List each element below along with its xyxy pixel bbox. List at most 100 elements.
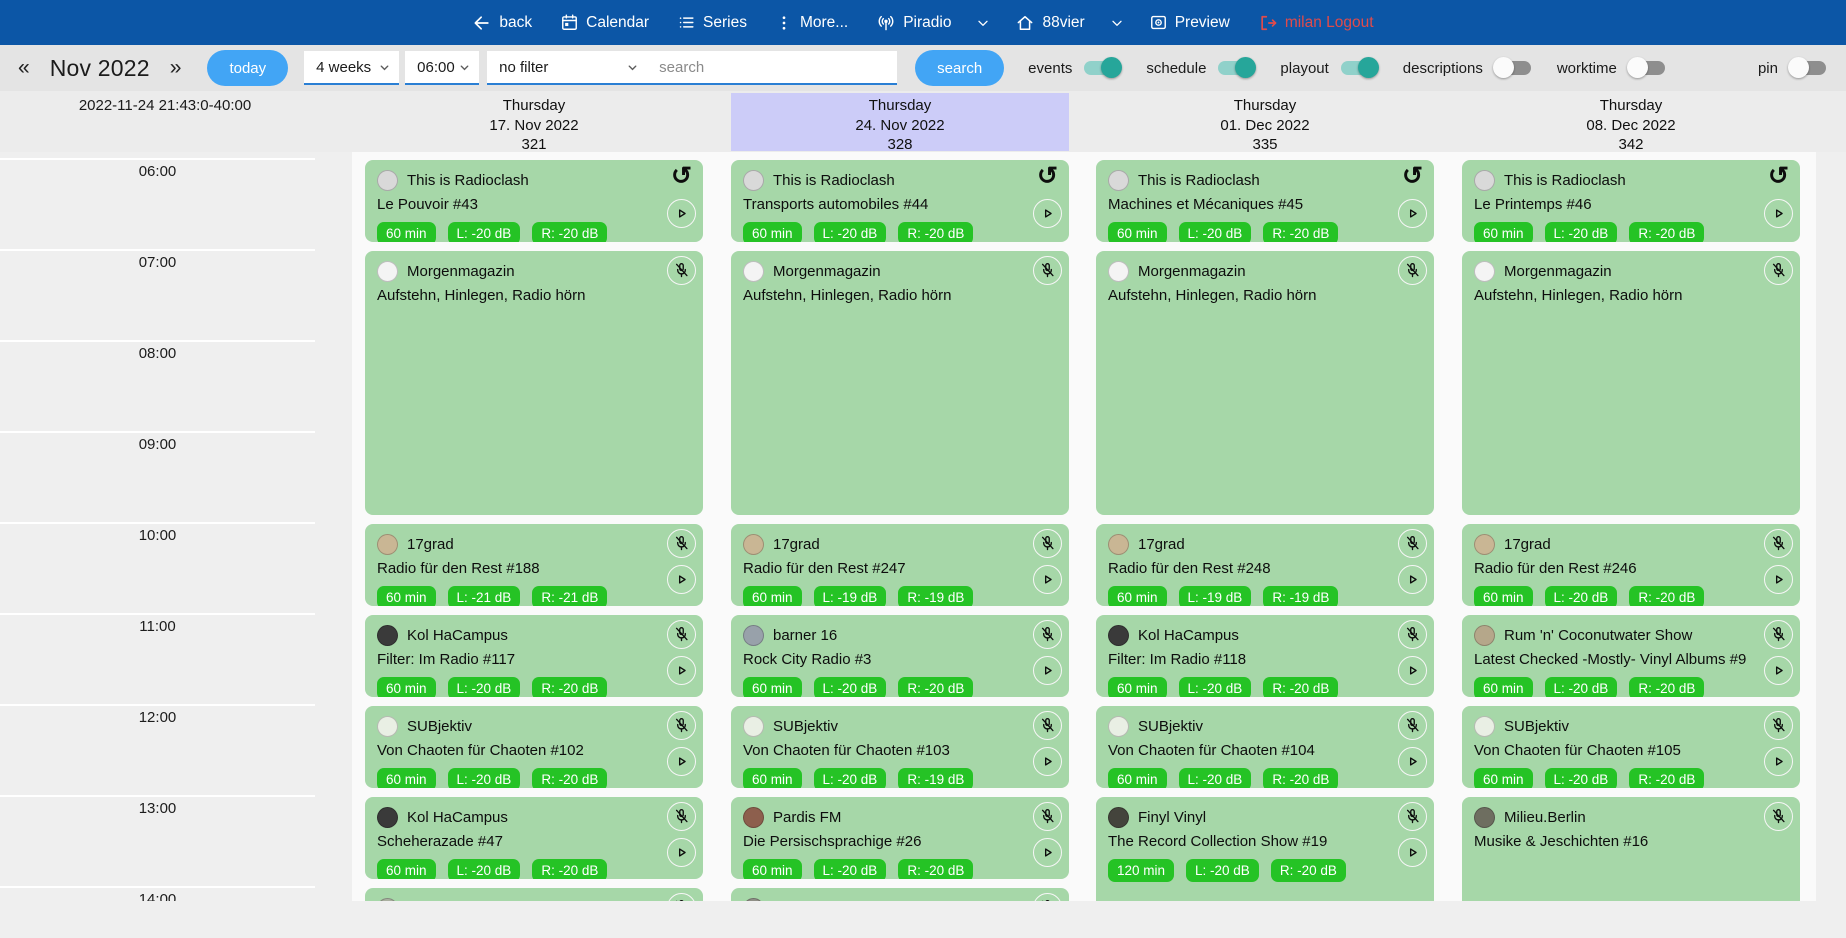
play-button[interactable]: [1398, 565, 1427, 594]
preview-button[interactable]: Preview: [1149, 13, 1230, 32]
day-column-header[interactable]: Thursday 17. Nov 2022 321: [365, 93, 703, 153]
play-button[interactable]: [1764, 565, 1793, 594]
event-card[interactable]: 17grad Radio für den Rest #188 60 min L: -2…: [365, 524, 703, 606]
event-card[interactable]: Morgenmagazin Aufstehn, Hinlegen, Radio h…: [731, 251, 1069, 515]
events-switch[interactable]: [1082, 57, 1123, 79]
station-selector[interactable]: Piradio: [876, 13, 951, 33]
show-title: SUBjektiv: [407, 717, 473, 735]
nav-item-more[interactable]: More...: [775, 14, 848, 32]
hour-gridline: [0, 158, 315, 160]
show-title: 17grad: [1138, 535, 1185, 553]
card-icon-stack: [667, 256, 696, 285]
event-card[interactable]: Radiokombinat: [365, 888, 703, 901]
play-button[interactable]: [1398, 838, 1427, 867]
play-button[interactable]: [1398, 656, 1427, 685]
info-badge: 60 min: [377, 677, 436, 697]
search-button[interactable]: search: [915, 50, 1005, 86]
event-card[interactable]: 17grad Radio für den Rest #246 60 min L: -2…: [1462, 524, 1800, 606]
info-badge: 60 min: [377, 768, 436, 788]
episode-title: Radio für den Rest #247: [743, 560, 906, 577]
today-button[interactable]: today: [207, 50, 289, 86]
mic-off-icon: [667, 711, 696, 740]
event-card[interactable]: Kol HaCampus Filter: Im Radio #117 60 min L…: [365, 615, 703, 697]
event-card[interactable]: Rum 'n' Coconutwater Show Latest Checked …: [1462, 615, 1800, 697]
play-button[interactable]: [667, 656, 696, 685]
event-card[interactable]: Morgenmagazin Aufstehn, Hinlegen, Radio h…: [1096, 251, 1434, 515]
episode-title: Radio für den Rest #246: [1474, 560, 1637, 577]
event-card[interactable]: Pardis FM Die Persischsprachige #26 60 min…: [731, 797, 1069, 879]
chevron-down-icon: [978, 20, 989, 26]
badge-row: 120 min L: -20 dB R: -20 dB: [1108, 859, 1422, 882]
play-button[interactable]: [1033, 565, 1062, 594]
day-column-header[interactable]: Thursday 08. Dec 2022 342: [1462, 93, 1800, 153]
pin-switch[interactable]: [1788, 57, 1828, 79]
event-card[interactable]: SUBjektiv Von Chaoten für Chaoten #102 60 …: [365, 706, 703, 788]
next-period-button[interactable]: »: [169, 56, 182, 79]
day-column-header[interactable]: Thursday 01. Dec 2022 335: [1096, 93, 1434, 153]
start-time-select[interactable]: 06:00: [405, 51, 480, 85]
play-button[interactable]: [667, 838, 696, 867]
prev-period-button[interactable]: «: [18, 56, 30, 79]
toggle-label-playout: playout: [1280, 59, 1329, 77]
event-card[interactable]: SUBjektiv Von Chaoten für Chaoten #105 60 …: [1462, 706, 1800, 788]
search-input[interactable]: [647, 51, 898, 85]
event-card[interactable]: 17grad Radio für den Rest #248 60 min L: -1…: [1096, 524, 1434, 606]
play-button[interactable]: [1398, 199, 1427, 228]
playout-switch[interactable]: [1339, 57, 1379, 79]
logout-button[interactable]: milan Logout: [1258, 13, 1374, 33]
descriptions-switch[interactable]: [1492, 57, 1533, 79]
info-badge: L: -20 dB: [1544, 768, 1618, 788]
event-card[interactable]: SUBjektiv Von Chaoten für Chaoten #104 60 …: [1096, 706, 1434, 788]
play-button[interactable]: [1398, 747, 1427, 776]
back-button[interactable]: back: [472, 13, 532, 33]
range-select[interactable]: 4 weeks: [304, 51, 400, 85]
info-badge: 60 min: [1108, 677, 1167, 697]
card-icon-stack: [1033, 529, 1062, 594]
play-button[interactable]: [1033, 656, 1062, 685]
play-button[interactable]: [1033, 199, 1062, 228]
event-card[interactable]: Morgenmagazin Aufstehn, Hinlegen, Radio h…: [365, 251, 703, 515]
play-button[interactable]: [667, 565, 696, 594]
play-button[interactable]: [1764, 656, 1793, 685]
show-title: barner 16: [773, 626, 838, 644]
card-icon-stack: [1764, 256, 1793, 285]
event-card[interactable]: Morgenmagazin Aufstehn, Hinlegen, Radio h…: [1462, 251, 1800, 515]
toggle-group-schedule: schedule: [1146, 57, 1257, 79]
event-card[interactable]: This is Radioclash Le Pouvoir #43 60 min L:…: [365, 160, 703, 242]
toggle-label-pin: pin: [1757, 59, 1778, 77]
filter-select[interactable]: no filter: [487, 51, 648, 85]
play-button[interactable]: [667, 747, 696, 776]
studio-selector[interactable]: 88vier: [1015, 13, 1085, 33]
worktime-switch[interactable]: [1626, 57, 1667, 79]
station-dropdown-chevron[interactable]: [975, 15, 991, 31]
play-button[interactable]: [667, 199, 696, 228]
event-card[interactable]: SUBjektiv Von Chaoten für Chaoten #103 60 …: [731, 706, 1069, 788]
play-button[interactable]: [1764, 199, 1793, 228]
event-card[interactable]: Beatniks: [731, 888, 1069, 901]
studio-dropdown-chevron[interactable]: [1109, 15, 1125, 31]
play-button[interactable]: [1033, 838, 1062, 867]
day-column-header[interactable]: Thursday 24. Nov 2022 328: [731, 93, 1069, 153]
show-title: Beatniks: [773, 900, 831, 902]
event-card[interactable]: This is Radioclash Transports automobiles…: [731, 160, 1069, 242]
switch-knob: [1626, 57, 1648, 78]
info-badge: 60 min: [1108, 768, 1167, 788]
play-button[interactable]: [1764, 747, 1793, 776]
nav-item-series[interactable]: Series: [677, 13, 747, 32]
event-card[interactable]: barner 16 Rock City Radio #3 60 min L: -20 …: [731, 615, 1069, 697]
nav-item-calendar[interactable]: Calendar: [560, 13, 649, 32]
event-card[interactable]: This is Radioclash Machines et Mécaniques…: [1096, 160, 1434, 242]
event-card[interactable]: Kol HaCampus Filter: Im Radio #118 60 min L…: [1096, 615, 1434, 697]
schedule-switch[interactable]: [1216, 57, 1257, 79]
show-title: Pardis FM: [773, 808, 842, 826]
info-badge: 60 min: [1474, 222, 1533, 242]
event-card[interactable]: Kol HaCampus Scheherazade #47 60 min L: -20…: [365, 797, 703, 879]
time-label: 11:00: [139, 618, 176, 635]
show-avatar: [743, 169, 764, 191]
play-button[interactable]: [1033, 747, 1062, 776]
event-card[interactable]: This is Radioclash Le Printemps #46 60 min…: [1462, 160, 1800, 242]
event-card[interactable]: Finyl Vinyl The Record Collection Show #1…: [1096, 797, 1434, 901]
event-card[interactable]: 17grad Radio für den Rest #247 60 min L: -1…: [731, 524, 1069, 606]
event-card[interactable]: Milieu.Berlin Musike & Jeschichten #16: [1462, 797, 1800, 901]
show-avatar: [377, 897, 398, 901]
